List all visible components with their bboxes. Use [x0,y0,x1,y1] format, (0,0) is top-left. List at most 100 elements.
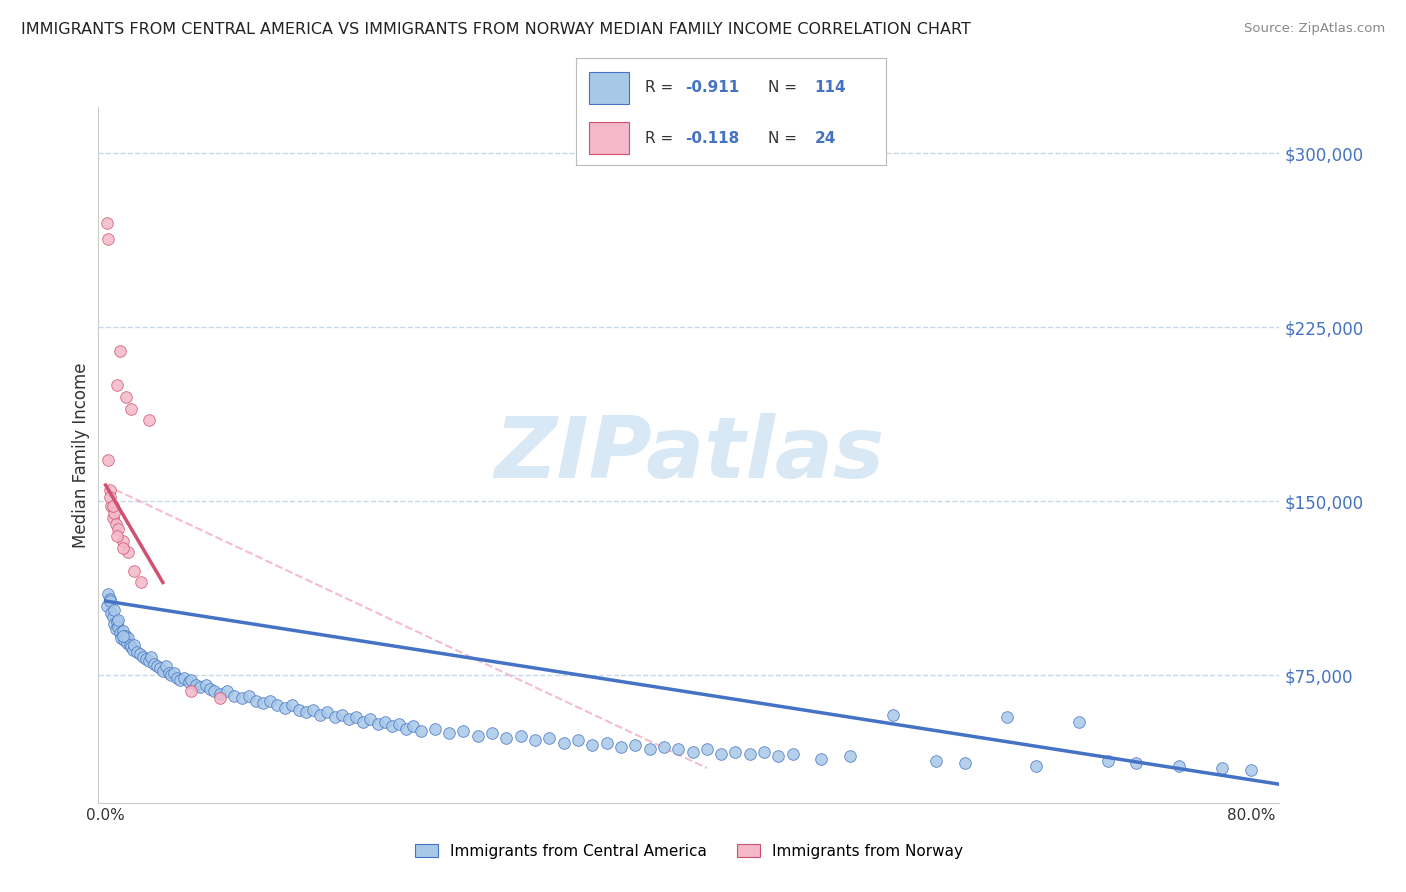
Point [666,742,689,756]
Point [467,729,489,743]
Point [381,719,404,733]
Point [132,649,155,664]
Point [437,726,460,740]
Point [1097,754,1119,768]
Point [453,723,475,738]
Point [388,717,411,731]
Point [252,696,274,710]
Point [98,483,121,497]
Text: 24: 24 [814,131,837,145]
Point [122,638,145,652]
Point [495,731,517,745]
Point [259,694,281,708]
Point [104,622,127,636]
Text: IMMIGRANTS FROM CENTRAL AMERICA VS IMMIGRANTS FROM NORWAY MEDIAN FAMILY INCOME C: IMMIGRANTS FROM CENTRAL AMERICA VS IMMIG… [21,22,972,37]
Point [149,661,172,675]
Point [120,640,142,655]
Point [1240,764,1263,778]
Point [359,712,381,726]
Point [323,710,346,724]
Point [143,657,166,671]
Point [115,636,138,650]
Point [997,710,1019,724]
Point [177,675,200,690]
Point [157,665,180,680]
Point [782,747,804,761]
Point [1168,758,1191,772]
Point [624,738,647,752]
Point [280,698,302,713]
Point [194,677,217,691]
Point [103,603,125,617]
Point [882,707,904,722]
Point [696,742,718,756]
Point [295,706,318,720]
Y-axis label: Median Family Income: Median Family Income [72,362,90,548]
Point [481,726,503,740]
Point [567,733,589,747]
Point [953,756,976,771]
Point [367,717,389,731]
Point [117,545,139,559]
Point [105,378,128,392]
Point [524,733,547,747]
Point [135,652,157,666]
Point [202,684,225,698]
Point [111,629,134,643]
Point [352,714,374,729]
Text: N =: N = [768,131,801,145]
Point [101,510,124,524]
Point [217,684,239,698]
Point [100,606,122,620]
Point [316,706,339,720]
Point [107,619,129,633]
Point [173,671,195,685]
Point [1067,714,1090,729]
Point [1125,756,1147,771]
Point [96,599,118,613]
Point [111,533,134,548]
Point [224,689,246,703]
Point [138,413,160,427]
Point [111,541,134,555]
Point [108,626,131,640]
Point [180,673,202,687]
Point [108,343,131,358]
Point [423,722,446,736]
Point [97,587,120,601]
FancyBboxPatch shape [589,72,628,104]
Text: R =: R = [644,80,678,95]
Text: 114: 114 [814,80,846,95]
Point [112,633,135,648]
Text: ZIPatlas: ZIPatlas [494,413,884,497]
Legend: Immigrants from Central America, Immigrants from Norway: Immigrants from Central America, Immigra… [409,838,969,864]
Point [652,740,675,755]
Point [131,575,153,590]
Point [166,671,188,685]
Point [111,624,134,639]
Point [374,714,396,729]
Point [155,659,177,673]
Point [121,642,143,657]
FancyBboxPatch shape [589,122,628,154]
Point [198,682,221,697]
Point [105,615,128,629]
Point [330,707,353,722]
Point [1211,761,1233,775]
Point [114,390,136,404]
Point [114,629,136,643]
Point [138,654,160,668]
Point [395,722,418,736]
Text: N =: N = [768,80,801,95]
Point [118,638,141,652]
Point [125,645,148,659]
Point [184,677,207,691]
Point [103,506,125,520]
Point [768,749,790,764]
Text: Source: ZipAtlas.com: Source: ZipAtlas.com [1244,22,1385,36]
Point [97,232,120,246]
Text: R =: R = [644,131,678,145]
Point [110,631,132,645]
Point [682,745,704,759]
Point [96,216,118,230]
